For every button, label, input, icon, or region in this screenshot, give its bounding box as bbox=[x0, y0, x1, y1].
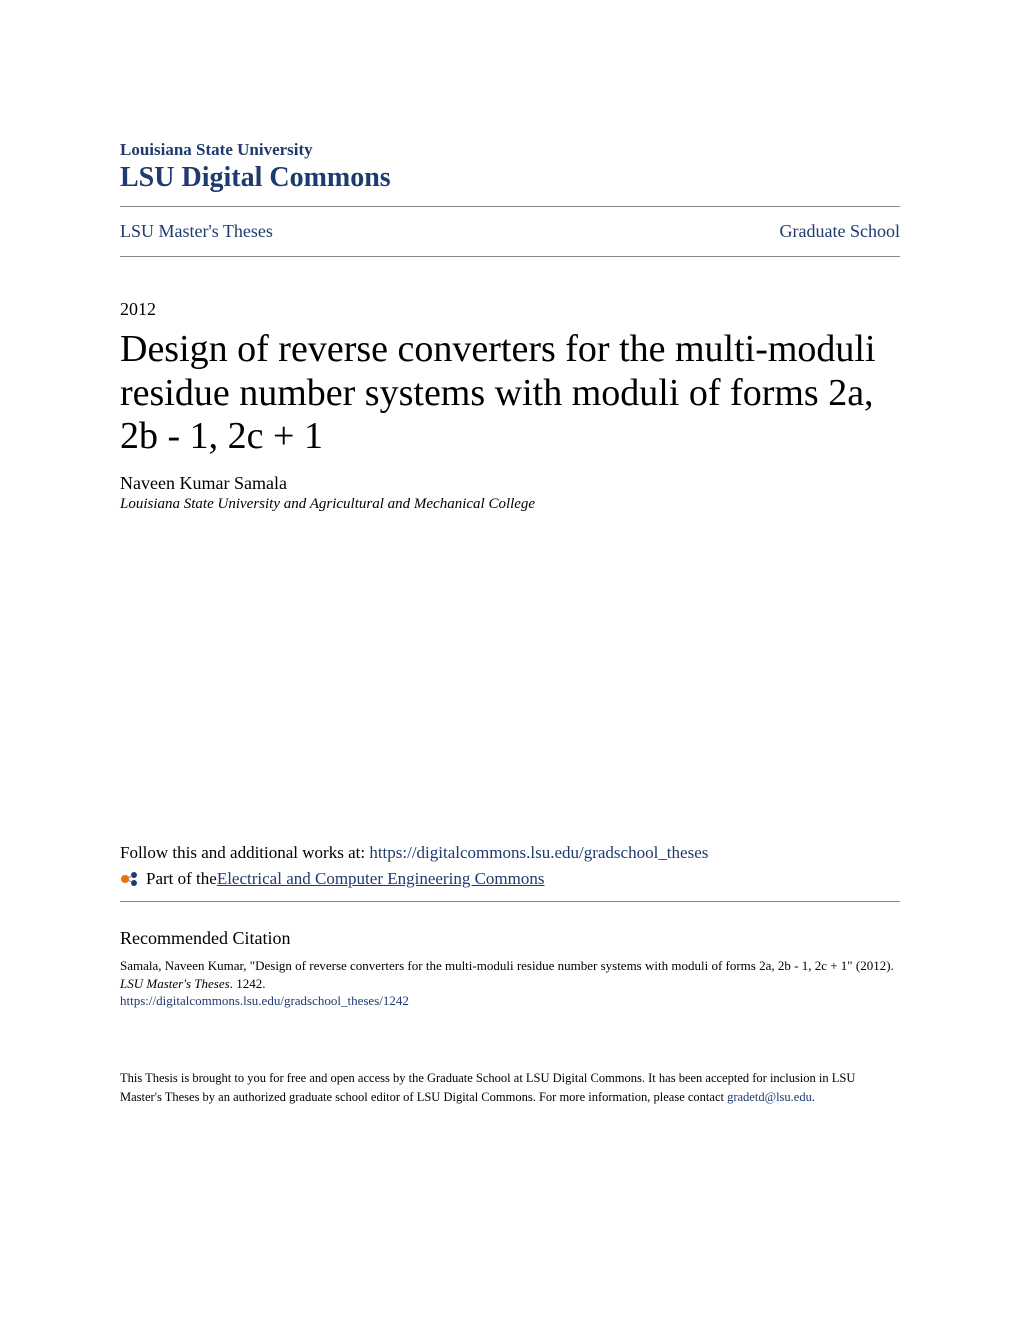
citation-part1: Samala, Naveen Kumar, "Design of reverse… bbox=[120, 958, 894, 973]
document-title: Design of reverse converters for the mul… bbox=[120, 328, 900, 459]
part-of-link[interactable]: Electrical and Computer Engineering Comm… bbox=[217, 869, 545, 889]
citation-url-link[interactable]: https://digitalcommons.lsu.edu/gradschoo… bbox=[120, 993, 900, 1009]
footer-part2: . bbox=[812, 1090, 815, 1104]
breadcrumb: LSU Master's Theses Graduate School bbox=[120, 207, 900, 256]
header-section: Louisiana State University LSU Digital C… bbox=[120, 140, 900, 194]
network-icon bbox=[120, 869, 140, 889]
author-affiliation: Louisiana State University and Agricultu… bbox=[120, 496, 900, 513]
citation-series: LSU Master's Theses bbox=[120, 976, 230, 991]
university-name[interactable]: Louisiana State University bbox=[120, 140, 900, 160]
footer-text: This Thesis is brought to you for free a… bbox=[120, 1069, 900, 1107]
breadcrumb-collection-link[interactable]: LSU Master's Theses bbox=[120, 221, 273, 242]
citation-heading: Recommended Citation bbox=[120, 928, 900, 949]
breadcrumb-school-link[interactable]: Graduate School bbox=[780, 221, 900, 242]
follow-section: Follow this and additional works at: htt… bbox=[120, 843, 900, 889]
divider-citation bbox=[120, 901, 900, 902]
citation-part2: . 1242. bbox=[230, 976, 266, 991]
repository-name[interactable]: LSU Digital Commons bbox=[120, 162, 900, 194]
divider-breadcrumb bbox=[120, 256, 900, 257]
footer-email-link[interactable]: gradetd@lsu.edu bbox=[727, 1090, 812, 1104]
follow-prefix: Follow this and additional works at: bbox=[120, 843, 369, 862]
author-name: Naveen Kumar Samala bbox=[120, 473, 900, 494]
publication-year: 2012 bbox=[120, 299, 900, 320]
citation-section: Recommended Citation Samala, Naveen Kuma… bbox=[120, 914, 900, 1009]
part-of-prefix: Part of the bbox=[146, 869, 217, 889]
citation-text: Samala, Naveen Kumar, "Design of reverse… bbox=[120, 957, 900, 993]
part-of-row: Part of the Electrical and Computer Engi… bbox=[120, 869, 900, 889]
follow-url-link[interactable]: https://digitalcommons.lsu.edu/gradschoo… bbox=[369, 843, 708, 862]
